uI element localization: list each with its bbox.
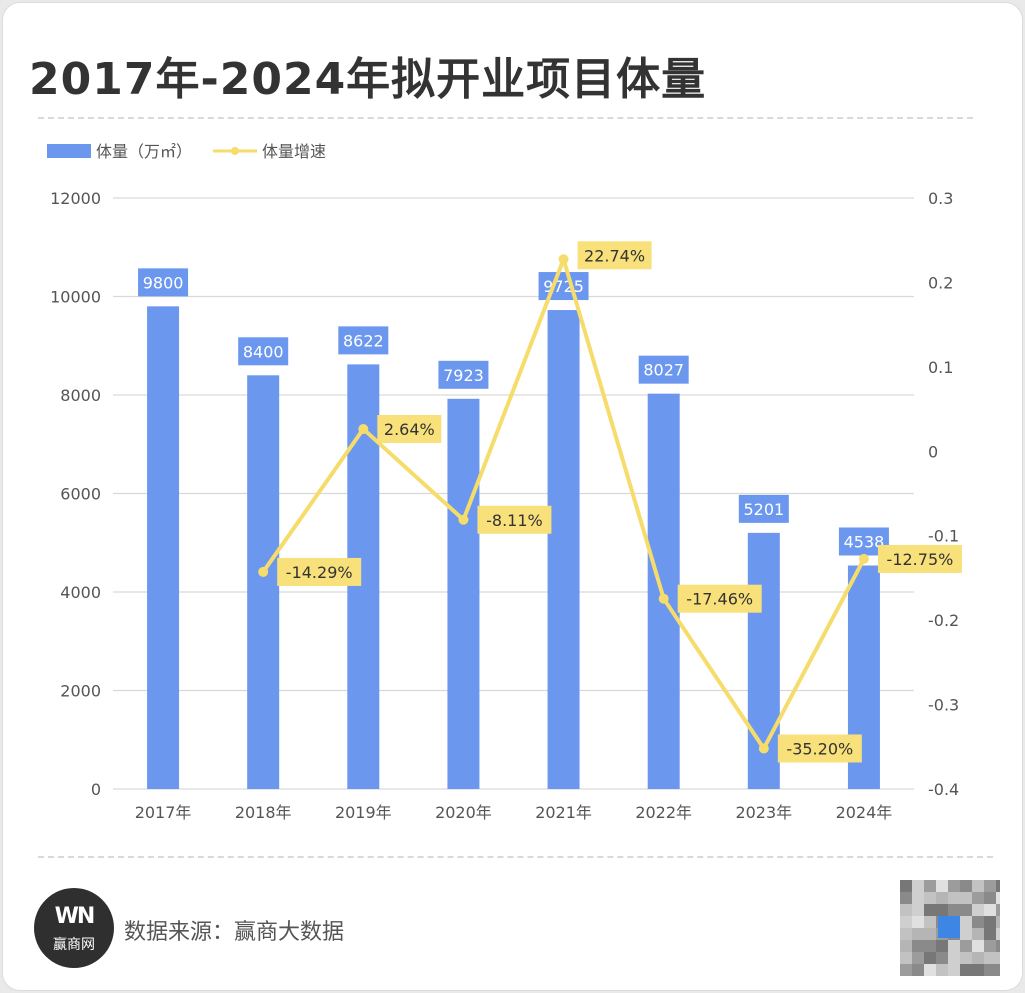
bar-2017年	[147, 306, 180, 789]
growth-value-label: 22.74%	[584, 246, 645, 265]
y-right-tick-label: -0.3	[928, 696, 959, 715]
legend-line-label: 体量增速	[262, 142, 326, 161]
bar-label-bg	[338, 326, 389, 355]
growth-point-2023年	[758, 743, 769, 754]
y-left-tick-label: 6000	[60, 485, 101, 504]
y-right-tick-label: -0.1	[928, 527, 959, 546]
y-left-tick-label: 2000	[60, 682, 101, 701]
bar-label-bg	[538, 272, 589, 301]
x-tick-label: 2021年	[535, 803, 592, 822]
legend-bar-swatch	[47, 144, 91, 158]
growth-value-label: -8.11%	[486, 511, 543, 530]
growth-label-bg	[877, 544, 962, 573]
bar-value-label: 8400	[243, 342, 284, 361]
y-right-tick-label: -0.4	[928, 780, 959, 799]
bar-label-bg	[638, 355, 689, 384]
growth-value-label: -17.46%	[686, 590, 753, 609]
growth-value-label: -14.29%	[286, 563, 353, 582]
growth-point-2018年	[258, 566, 269, 577]
growth-label-bg	[677, 584, 762, 613]
growth-point-2022年	[658, 593, 669, 604]
top-divider	[38, 117, 973, 119]
bar-2020年	[447, 398, 480, 789]
growth-label-bg	[577, 241, 652, 270]
bar-value-label: 4538	[844, 533, 885, 552]
legend-line-marker	[231, 147, 239, 155]
data-source-note: 数据来源：赢商大数据	[124, 920, 345, 945]
x-tick-label: 2018年	[235, 803, 292, 822]
y-right-tick-label: 0.1	[928, 358, 953, 377]
bar-value-label: 7923	[443, 366, 484, 385]
bar-label-bg	[738, 494, 789, 523]
bottom-divider	[38, 856, 993, 858]
brand-logo-mark: WN	[54, 904, 96, 929]
qr-code-image[interactable]	[900, 880, 1000, 976]
chart-title: 2017年-2024年拟开业项目体量	[29, 54, 707, 105]
y-right-tick-label: 0	[928, 442, 938, 461]
growth-label-bg	[377, 414, 442, 443]
bar-2018年	[247, 375, 280, 789]
brand-logo-text: 赢商网	[53, 937, 95, 953]
x-tick-label: 2020年	[435, 803, 492, 822]
growth-label-bg	[777, 734, 862, 763]
x-tick-label: 2017年	[135, 803, 192, 822]
y-left-tick-label: 4000	[60, 583, 101, 602]
x-tick-label: 2019年	[335, 803, 392, 822]
bar-label-bg	[138, 268, 189, 297]
growth-value-label: -35.20%	[786, 739, 853, 758]
growth-label-bg	[277, 557, 362, 586]
bar-2022年	[647, 393, 680, 789]
y-left-tick-label: 0	[91, 780, 101, 799]
bar-label-bg	[438, 360, 489, 389]
bar-2021年	[547, 310, 580, 789]
brand-logo: WN 赢商网	[34, 888, 114, 968]
x-tick-label: 2023年	[735, 803, 792, 822]
bar-value-label: 8027	[643, 361, 684, 380]
y-right-tick-label: 0.3	[928, 189, 953, 208]
x-tick-label: 2024年	[836, 803, 893, 822]
bar-value-label: 8622	[343, 331, 384, 350]
growth-value-label: 2.64%	[384, 420, 435, 439]
y-right-tick-label: 0.2	[928, 273, 953, 292]
bar-value-label: 9800	[143, 273, 184, 292]
bar-value-label: 5201	[743, 500, 784, 519]
growth-label-bg	[477, 505, 552, 534]
x-tick-label: 2022年	[635, 803, 692, 822]
y-left-tick-label: 8000	[60, 386, 101, 405]
chart-canvas: 体量（万㎡） 体量增速 0 2000 4000 6000 8000 10000 12000 -0.…	[47, 142, 962, 822]
growth-point-2019年	[358, 423, 369, 434]
y-left-tick-label: 12000	[50, 189, 101, 208]
bar-label-bg	[238, 337, 289, 366]
legend-bar-label: 体量（万㎡）	[96, 142, 192, 161]
growth-point-2020年	[458, 514, 469, 525]
y-right-tick-label: -0.2	[928, 611, 959, 630]
y-left-tick-label: 10000	[50, 288, 101, 307]
growth-point-2021年	[558, 254, 569, 265]
growth-point-2024年	[858, 553, 869, 564]
growth-value-label: -12.75%	[887, 550, 954, 569]
